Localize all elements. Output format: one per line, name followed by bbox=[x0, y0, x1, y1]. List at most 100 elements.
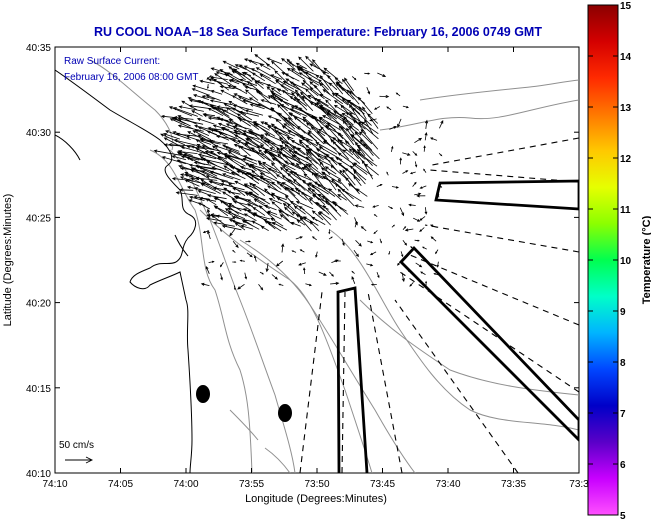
current-arrow bbox=[305, 55, 319, 69]
current-arrow bbox=[266, 84, 281, 91]
current-arrow bbox=[213, 221, 235, 227]
current-arrow bbox=[279, 144, 296, 157]
current-arrow bbox=[180, 145, 206, 154]
current-arrow bbox=[215, 214, 235, 220]
current-arrow bbox=[354, 204, 365, 208]
colorbar-tick-label: 15 bbox=[620, 1, 632, 12]
current-arrow bbox=[197, 134, 218, 147]
current-arrow bbox=[309, 87, 325, 100]
current-arrow bbox=[287, 117, 306, 134]
current-arrow bbox=[231, 198, 252, 211]
current-arrow bbox=[180, 155, 200, 161]
current-arrow bbox=[328, 229, 331, 235]
current-arrow bbox=[271, 221, 288, 231]
current-arrow bbox=[168, 106, 193, 117]
current-arrow bbox=[327, 74, 344, 95]
current-arrow bbox=[273, 126, 296, 137]
current-arrow bbox=[337, 188, 355, 207]
current-arrow bbox=[354, 221, 358, 228]
current-arrow bbox=[291, 211, 307, 220]
current-arrow bbox=[294, 89, 306, 102]
current-arrow bbox=[256, 145, 282, 155]
colorbar: 15 14 13 12 11 10 9 8 7 6 5 Temperature (°C) bbox=[587, 1, 651, 522]
current-arrow bbox=[358, 131, 373, 145]
figure-title: RU COOL NOAA−18 Sea Surface Temperature:… bbox=[94, 25, 542, 39]
current-arrow bbox=[290, 140, 307, 149]
current-arrow bbox=[206, 75, 212, 80]
current-arrow bbox=[277, 209, 300, 221]
current-arrow bbox=[223, 152, 246, 161]
current-arrow bbox=[332, 140, 350, 160]
current-arrow bbox=[300, 191, 313, 205]
current-arrow bbox=[436, 261, 440, 268]
current-arrow bbox=[302, 79, 313, 90]
current-arrow bbox=[235, 195, 259, 207]
current-arrow bbox=[355, 188, 368, 197]
current-arrow bbox=[199, 79, 215, 85]
current-arrow bbox=[249, 103, 265, 110]
current-arrow bbox=[369, 118, 377, 122]
current-arrow bbox=[351, 276, 356, 284]
current-arrow bbox=[311, 184, 330, 201]
coastline-path bbox=[55, 134, 81, 161]
current-arrow bbox=[408, 203, 416, 207]
current-arrow bbox=[412, 181, 417, 187]
current-arrow bbox=[320, 167, 342, 180]
current-arrow bbox=[315, 142, 338, 155]
current-arrow bbox=[337, 152, 356, 166]
current-arrow bbox=[244, 85, 259, 91]
colorbar-tick-label: 12 bbox=[620, 154, 632, 165]
current-arrow bbox=[206, 161, 230, 172]
current-arrow bbox=[207, 108, 224, 117]
current-arrow bbox=[214, 73, 234, 87]
current-arrow bbox=[234, 134, 252, 145]
current-arrow bbox=[220, 273, 223, 281]
current-arrow bbox=[360, 226, 367, 232]
current-arrow bbox=[281, 72, 300, 82]
current-arrow bbox=[249, 131, 270, 147]
current-arrow bbox=[388, 206, 394, 209]
current-arrow bbox=[263, 139, 288, 149]
current-arrow bbox=[246, 137, 264, 150]
radial-line bbox=[424, 224, 579, 253]
current-arrow bbox=[358, 106, 367, 120]
current-arrow bbox=[270, 87, 282, 96]
colorbar-tick-label: 11 bbox=[620, 205, 631, 216]
current-arrow bbox=[190, 167, 211, 180]
current-arrow bbox=[430, 236, 437, 242]
x-tick-label: 74:00 bbox=[173, 479, 198, 490]
current-arrow bbox=[288, 178, 300, 192]
current-arrow bbox=[192, 84, 212, 92]
current-arrow bbox=[205, 265, 210, 274]
current-arrow bbox=[295, 236, 303, 240]
colorbar-tick-label: 14 bbox=[620, 52, 632, 63]
current-arrow bbox=[172, 107, 198, 117]
current-arrow bbox=[237, 283, 245, 290]
current-arrow bbox=[217, 122, 234, 130]
current-arrow bbox=[289, 171, 312, 181]
current-arrow bbox=[244, 142, 265, 160]
current-arrow bbox=[296, 219, 306, 226]
current-arrow bbox=[299, 134, 312, 146]
current-arrow bbox=[309, 63, 329, 75]
current-arrow bbox=[173, 138, 198, 146]
colorbar-tick-label: 10 bbox=[620, 256, 632, 267]
current-arrow bbox=[267, 221, 282, 232]
current-arrow bbox=[311, 210, 324, 221]
current-arrow bbox=[311, 216, 326, 225]
current-arrow bbox=[245, 240, 252, 243]
current-arrow bbox=[163, 143, 180, 147]
current-arrow bbox=[318, 271, 327, 276]
current-arrow bbox=[337, 83, 354, 100]
current-arrow bbox=[251, 72, 266, 82]
contour-line bbox=[329, 229, 579, 431]
current-arrow bbox=[252, 121, 270, 131]
current-arrow bbox=[334, 183, 354, 200]
current-arrow bbox=[176, 159, 192, 166]
current-arrow bbox=[391, 224, 395, 228]
current-arrow bbox=[215, 134, 236, 140]
current-arrow bbox=[289, 95, 302, 105]
current-arrow bbox=[302, 119, 319, 130]
current-arrow bbox=[222, 60, 240, 70]
